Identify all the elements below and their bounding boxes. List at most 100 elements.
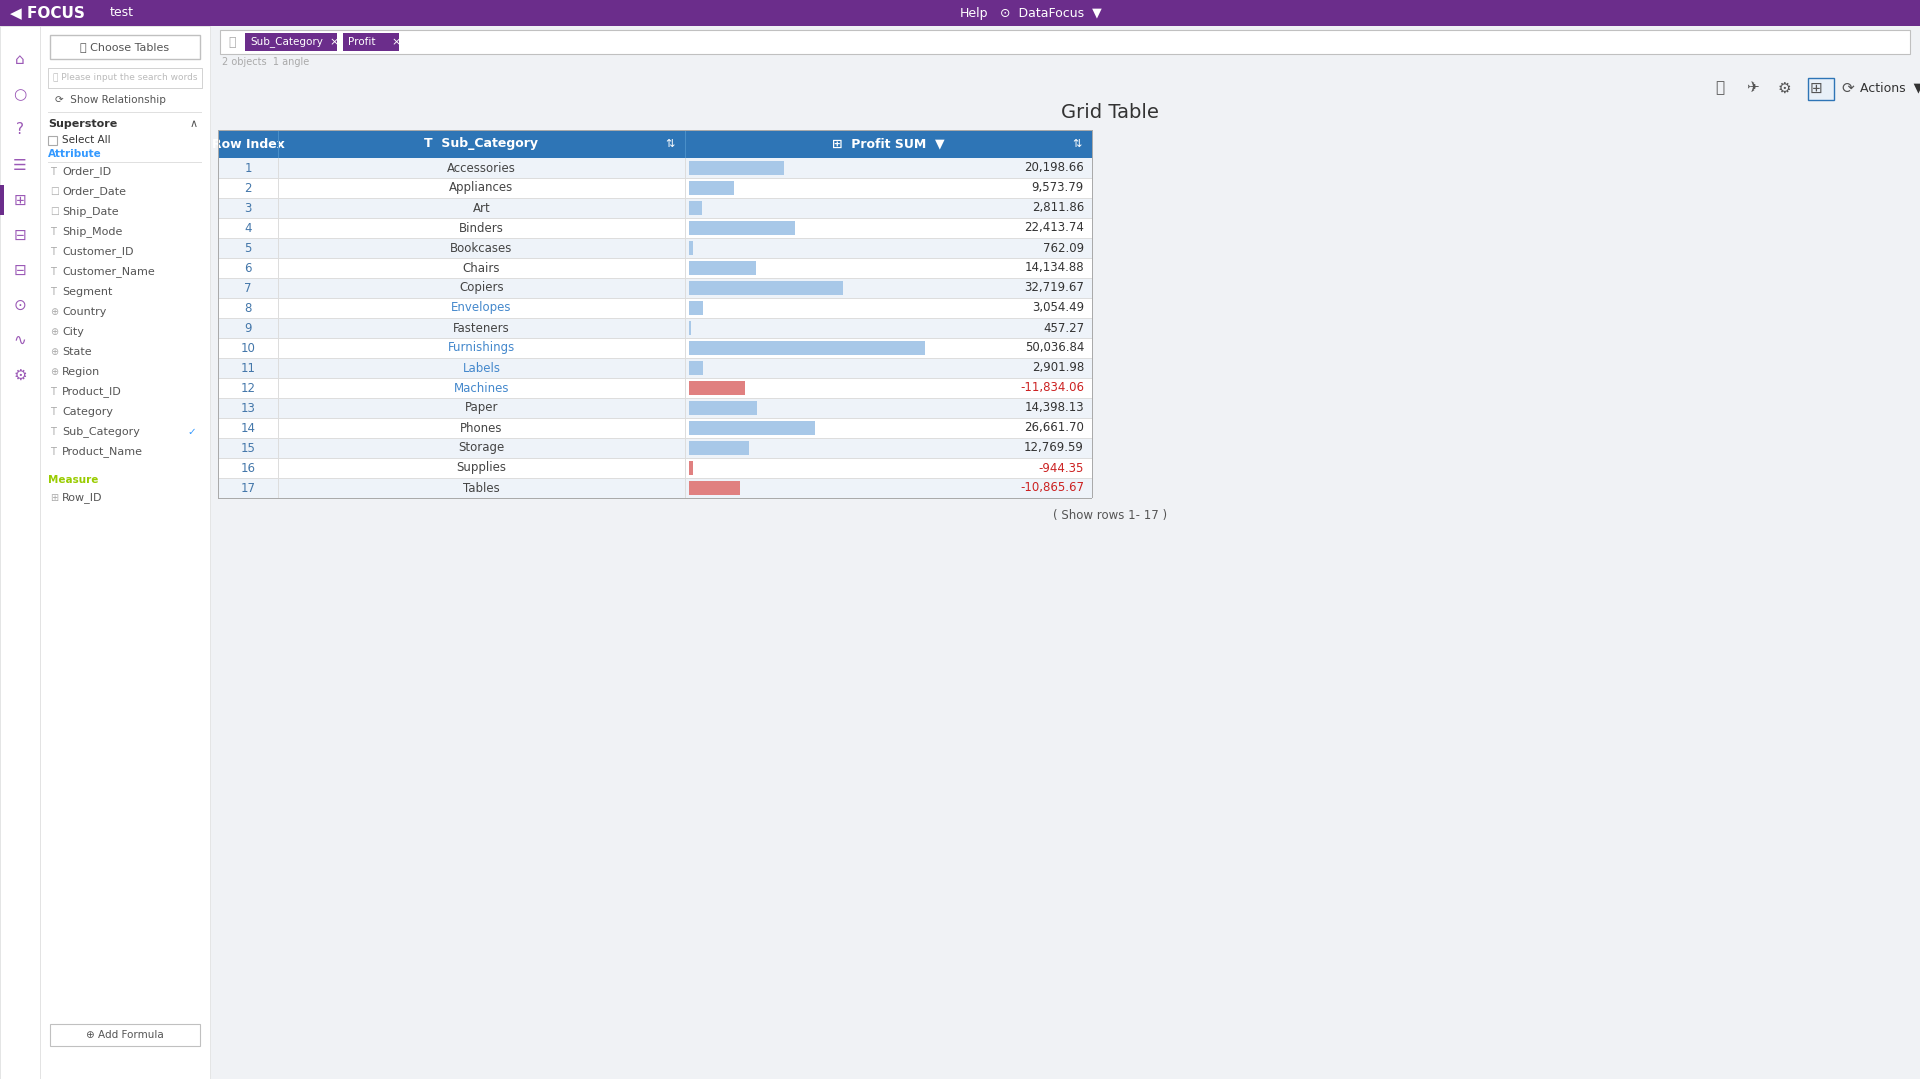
- Text: 50,036.84: 50,036.84: [1025, 341, 1085, 355]
- Text: 20,198.66: 20,198.66: [1023, 162, 1085, 175]
- Bar: [219, 199, 1092, 218]
- Text: Furnishings: Furnishings: [447, 341, 515, 355]
- Text: Art: Art: [472, 202, 490, 215]
- Bar: [219, 378, 1092, 398]
- Text: ×: ×: [328, 37, 338, 47]
- Text: ⊞: ⊞: [1811, 81, 1822, 96]
- Bar: [219, 129, 1092, 158]
- Text: 8: 8: [244, 301, 252, 314]
- Text: State: State: [61, 347, 92, 357]
- Text: Profit: Profit: [348, 37, 376, 47]
- Text: ⇅: ⇅: [1071, 139, 1081, 149]
- Bar: [689, 401, 756, 415]
- Text: T: T: [50, 447, 56, 457]
- Bar: [219, 338, 1092, 358]
- Text: Machines: Machines: [453, 382, 509, 395]
- Text: Sub_Category: Sub_Category: [61, 426, 140, 437]
- Bar: [50, 35, 200, 59]
- Text: 2,811.86: 2,811.86: [1031, 202, 1085, 215]
- Bar: [246, 33, 338, 51]
- Text: Order_Date: Order_Date: [61, 187, 127, 197]
- Text: Chairs: Chairs: [463, 261, 501, 274]
- Text: ⊙: ⊙: [13, 298, 27, 313]
- Text: 1: 1: [244, 162, 252, 175]
- Text: ⟳: ⟳: [1841, 81, 1855, 96]
- Bar: [689, 361, 703, 375]
- Text: 🔍 Please input the search words: 🔍 Please input the search words: [52, 73, 198, 82]
- Text: 14: 14: [240, 422, 255, 435]
- Text: T: T: [50, 267, 56, 277]
- Text: Select All: Select All: [61, 135, 111, 145]
- Text: Row_ID: Row_ID: [61, 492, 102, 504]
- Text: ○: ○: [13, 87, 27, 103]
- Text: Category: Category: [61, 407, 113, 416]
- Text: ∿: ∿: [13, 332, 27, 347]
- Bar: [219, 238, 1092, 258]
- Text: ✓: ✓: [188, 427, 196, 437]
- Text: 10: 10: [240, 341, 255, 355]
- Text: Row Index: Row Index: [211, 137, 284, 150]
- Bar: [221, 30, 1910, 54]
- Bar: [689, 161, 783, 175]
- Text: -11,834.06: -11,834.06: [1020, 382, 1085, 395]
- Text: Ship_Date: Ship_Date: [61, 206, 119, 218]
- Text: T: T: [50, 167, 56, 177]
- Bar: [1809, 78, 1834, 100]
- Text: Customer_Name: Customer_Name: [61, 267, 156, 277]
- Text: 16: 16: [240, 462, 255, 475]
- Text: 2: 2: [244, 181, 252, 194]
- Text: City: City: [61, 327, 84, 337]
- Text: 3,054.49: 3,054.49: [1031, 301, 1085, 314]
- Text: 32,719.67: 32,719.67: [1023, 282, 1085, 295]
- Text: ☐: ☐: [50, 207, 60, 217]
- Bar: [689, 241, 693, 255]
- Bar: [219, 478, 1092, 498]
- Bar: [689, 201, 703, 215]
- Text: 5: 5: [244, 242, 252, 255]
- Text: ⊞  Profit SUM  ▼: ⊞ Profit SUM ▼: [831, 137, 945, 150]
- Bar: [689, 320, 691, 334]
- Text: 457.27: 457.27: [1043, 322, 1085, 334]
- Bar: [689, 441, 749, 455]
- Text: ⊙  DataFocus  ▼: ⊙ DataFocus ▼: [1000, 6, 1102, 19]
- Text: T: T: [50, 387, 56, 397]
- Text: ⊕: ⊕: [50, 347, 58, 357]
- Text: Segment: Segment: [61, 287, 113, 297]
- Text: T: T: [50, 287, 56, 297]
- Text: T: T: [50, 227, 56, 237]
- Text: ×: ×: [392, 37, 401, 47]
- Text: 9: 9: [244, 322, 252, 334]
- Bar: [689, 481, 741, 495]
- Text: 🔍: 🔍: [228, 36, 236, 49]
- Text: ⚙: ⚙: [13, 368, 27, 382]
- Text: Paper: Paper: [465, 401, 499, 414]
- Text: Region: Region: [61, 367, 100, 377]
- Bar: [219, 398, 1092, 418]
- Text: Envelopes: Envelopes: [451, 301, 513, 314]
- Text: ☐: ☐: [50, 187, 60, 197]
- Text: test: test: [109, 6, 134, 19]
- Text: ⌂: ⌂: [15, 53, 25, 68]
- Bar: [0, 0, 1920, 26]
- Bar: [689, 381, 745, 395]
- Text: ( Show rows 1- 17 ): ( Show rows 1- 17 ): [1052, 509, 1167, 522]
- Bar: [50, 1024, 200, 1046]
- Text: ⊟: ⊟: [13, 262, 27, 277]
- Text: Copiers: Copiers: [459, 282, 503, 295]
- Bar: [689, 341, 925, 355]
- Text: ⊞: ⊞: [50, 493, 58, 503]
- Text: 17: 17: [240, 481, 255, 494]
- Text: Attribute: Attribute: [48, 149, 102, 159]
- Text: 7: 7: [244, 282, 252, 295]
- Bar: [689, 301, 703, 315]
- Text: 12,769.59: 12,769.59: [1023, 441, 1085, 454]
- Bar: [219, 358, 1092, 378]
- Bar: [689, 281, 843, 295]
- Text: 6: 6: [244, 261, 252, 274]
- Text: Appliances: Appliances: [449, 181, 515, 194]
- Text: ⊕ Add Formula: ⊕ Add Formula: [86, 1030, 163, 1040]
- Text: ✈: ✈: [1745, 81, 1759, 96]
- Bar: [219, 218, 1092, 238]
- Text: T: T: [50, 247, 56, 257]
- Text: 2 objects  1 angle: 2 objects 1 angle: [223, 57, 309, 67]
